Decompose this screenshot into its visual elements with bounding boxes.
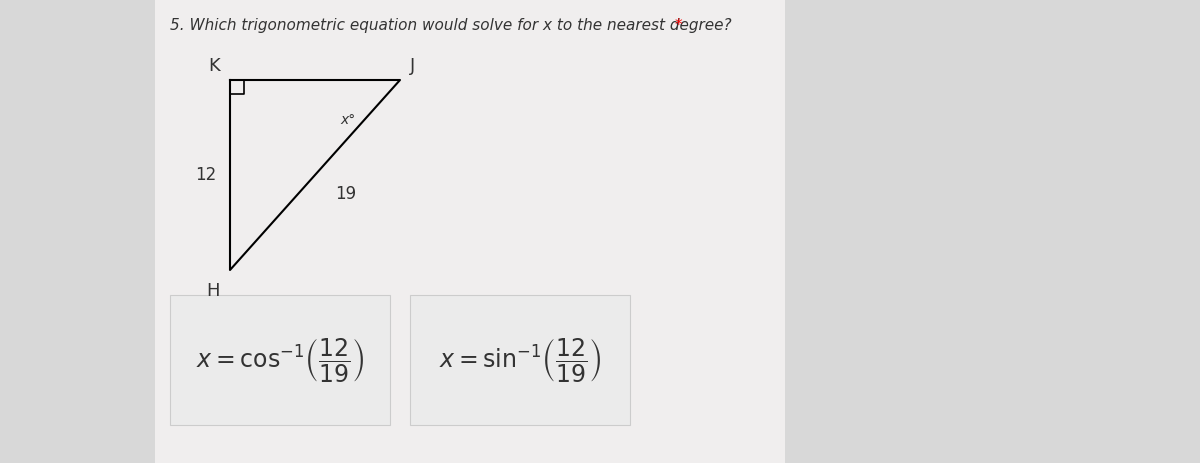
Text: J: J xyxy=(410,57,415,75)
Text: $x = \sin^{-1}\!\left(\dfrac{12}{19}\right)$: $x = \sin^{-1}\!\left(\dfrac{12}{19}\rig… xyxy=(439,336,601,384)
Text: *: * xyxy=(674,18,683,33)
Text: x°: x° xyxy=(340,113,355,127)
Text: 12: 12 xyxy=(194,166,216,184)
Text: H: H xyxy=(206,282,220,300)
Bar xyxy=(155,0,785,463)
Text: $x = \cos^{-1}\!\left(\dfrac{12}{19}\right)$: $x = \cos^{-1}\!\left(\dfrac{12}{19}\rig… xyxy=(196,336,364,384)
Text: 5. Which trigonometric equation would solve for x to the nearest degree?: 5. Which trigonometric equation would so… xyxy=(170,18,732,33)
Bar xyxy=(410,295,630,425)
Text: K: K xyxy=(209,57,220,75)
Text: 19: 19 xyxy=(335,185,356,203)
Bar xyxy=(170,295,390,425)
